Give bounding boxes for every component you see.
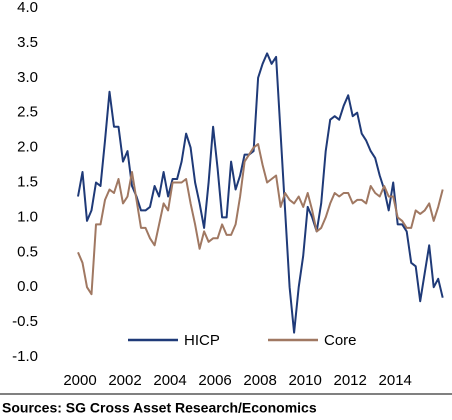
x-tick-label: 2000 [63,372,96,389]
series-line [77,52,444,334]
y-tick-label: -1.0 [12,348,38,365]
source: Sources: SG Cross Asset Research/Economi… [2,400,317,416]
y-tick-label: 2.0 [17,139,38,156]
legend-label: HICP [184,332,220,349]
x-tick-label: 2008 [243,372,276,389]
x-tick-label: 2010 [288,372,321,389]
x-tick-label: 2002 [108,372,141,389]
y-tick-label: 0.0 [17,278,38,295]
series-line [77,143,444,296]
x-tick-label: 2012 [333,372,366,389]
x-tick-label: 2004 [153,372,186,389]
y-tick-label: 4.0 [17,0,38,16]
y-tick-label: 2.5 [17,104,38,121]
x-tick-label: 2006 [198,372,231,389]
y-tick-label: 0.5 [17,243,38,260]
y-tick-label: 3.0 [17,69,38,86]
x-tick-label: 2014 [379,372,412,389]
y-tick-label: 1.5 [17,173,38,190]
y-tick-label: -0.5 [12,313,38,330]
y-tick-label: 1.0 [17,208,38,225]
y-tick-label: 3.5 [17,34,38,51]
legend-label: Core [324,332,357,349]
